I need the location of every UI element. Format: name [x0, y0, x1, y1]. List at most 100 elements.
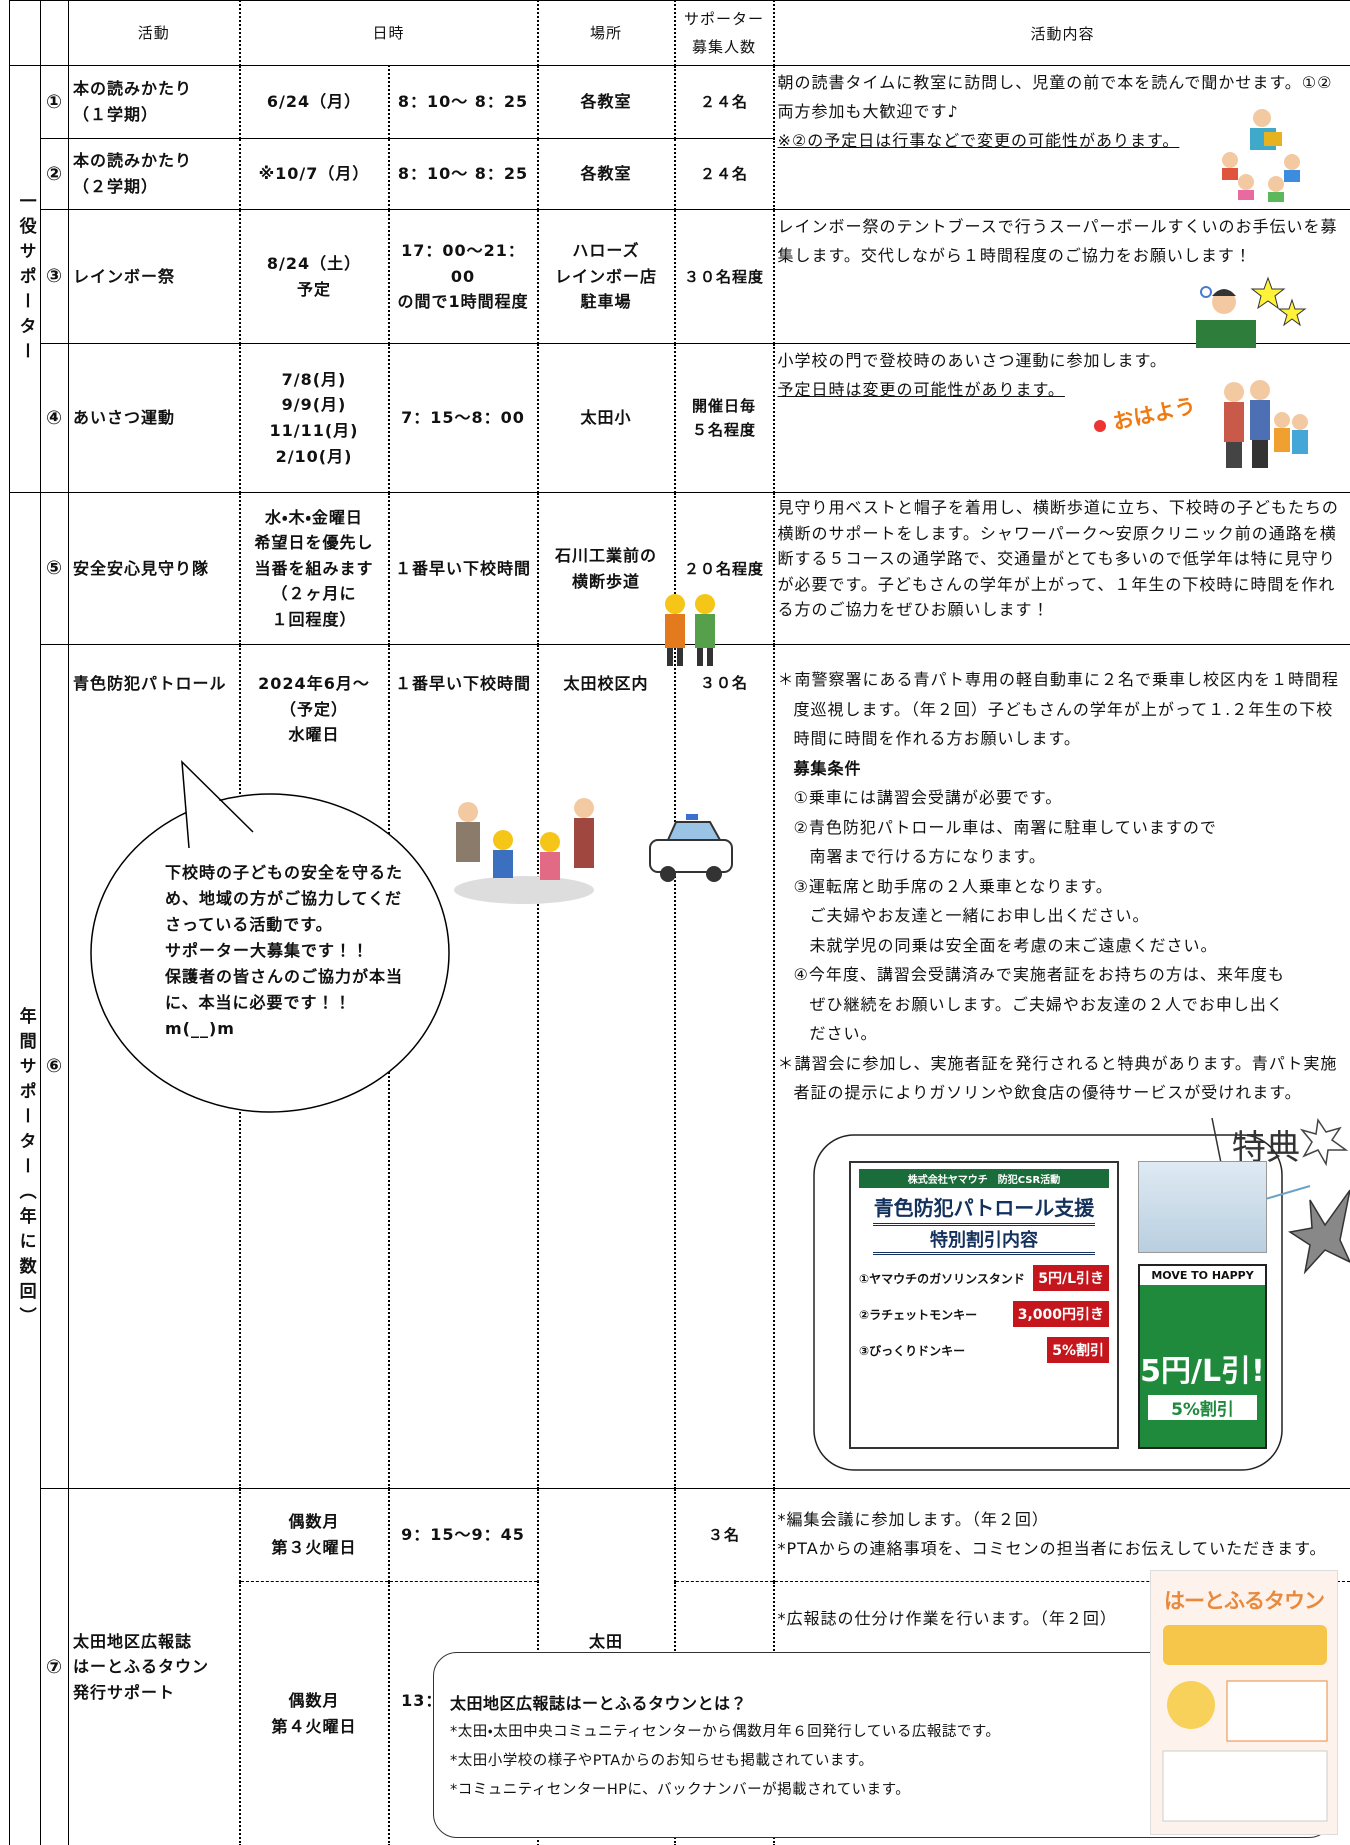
- cell: ①: [40, 65, 69, 139]
- bubble-line: に、本当に必要です！！: [165, 993, 352, 1012]
- cell: 安全安心見守り隊: [68, 492, 240, 645]
- cell: 場所: [536, 0, 675, 66]
- time: 8：10～ 8：25: [397, 92, 529, 112]
- activity-name: （１学期）: [73, 105, 159, 124]
- header-text: 活動内容: [1030, 25, 1095, 43]
- cell: 偶数月 第４火曜日: [238, 1581, 389, 1845]
- date: 偶数月: [288, 1512, 340, 1532]
- time: の間で1時間程度: [397, 292, 529, 312]
- cell: ３０名程度: [673, 209, 774, 344]
- crossing-illustration: [454, 798, 594, 904]
- activity-name: 本の読みかたり: [73, 79, 193, 99]
- header-text: 募集人数: [692, 38, 757, 56]
- date: 2/10(月): [275, 446, 353, 466]
- activity-name: レインボー祭: [73, 266, 176, 286]
- cell: [9, 0, 41, 66]
- cell: 水・木・金曜日 希望日を優先し 当番を組みます （２ヶ月に １回程度）: [238, 492, 389, 645]
- bubble-line: 下校時の子どもの安全を守るた: [165, 863, 404, 882]
- cell: 各教室: [536, 138, 675, 210]
- header-text: 活動: [137, 24, 170, 42]
- bubble-text: 下校時の子どもの安全を守るた め、地域の方がご協力してくだ さっている活動です。 サポ…: [165, 860, 403, 1042]
- cell: ２０名程度: [673, 492, 774, 645]
- count: ３０名: [700, 674, 749, 692]
- cell: ⑤: [40, 492, 69, 645]
- table-row: 活動 日時 場所 サポーター 募集人数 活動内容: [9, 0, 1350, 66]
- cell: 太田小: [536, 343, 675, 493]
- date: 9/9(月): [281, 395, 347, 415]
- time: １番早い下校時間: [395, 558, 532, 578]
- place: ハローズ: [572, 241, 640, 261]
- flyer-item-offer: 5円/L引き: [1033, 1265, 1109, 1291]
- date: （２ヶ月に: [271, 584, 357, 604]
- flyer-item: ①ヤマウチのガソリンスタンド 5円/L引き: [859, 1265, 1109, 1291]
- bubble-line: め、地域の方がご協力してくだ: [165, 889, 403, 908]
- flyer-item: ②ラチェットモンキー 3,000円引き: [859, 1301, 1109, 1327]
- cell: ※10/7（月）: [238, 138, 389, 210]
- activity-name: 安全安心見守り隊: [73, 558, 210, 578]
- cell: 8：10～ 8：25: [387, 138, 538, 210]
- count: ５名程度: [692, 421, 757, 439]
- newsletter-line: *太田・太田中央コミュニティセンターから偶数月年６回発行している広報誌です。: [450, 1724, 1001, 1740]
- place: レインボー店: [555, 266, 658, 286]
- flyer-item-offer: 3,000円引き: [1012, 1301, 1109, 1327]
- time: 8：10～ 8：25: [397, 164, 529, 184]
- row-number: ①: [45, 90, 64, 113]
- table-row: ② 本の読みかたり （２学期） ※10/7（月） 8：10～ 8：25 各教室 ２４名: [10, 138, 1350, 210]
- content-line: *広報誌の仕分け作業を行います。（年２回）: [777, 1609, 1117, 1628]
- row-number: ④: [45, 406, 64, 429]
- poster-offer: 5円/L引!: [1140, 1354, 1265, 1389]
- cell: 石川工業前の 横断歩道: [536, 492, 675, 645]
- place: 駐車場: [580, 292, 632, 312]
- speech-bubble: [90, 760, 450, 1113]
- date: 水・木・金曜日: [265, 507, 363, 527]
- content-line: 小学校の門で登校時のあいさつ運動に参加します。: [777, 351, 1167, 370]
- place: 太田: [589, 1631, 624, 1651]
- place: 太田小: [580, 408, 632, 428]
- date: 7/8(月): [281, 369, 347, 389]
- cell: ３名: [673, 1488, 774, 1582]
- cell: ２４名: [673, 65, 774, 139]
- content-line: ださい。: [809, 1024, 878, 1043]
- count: ３名: [708, 1526, 741, 1544]
- discount-flyer: 株式会社ヤマウチ 防犯CSR活動 青色防犯パトロール支援 特別割引内容 ①ヤマウ…: [849, 1161, 1119, 1449]
- content-line: 南署まで行ける方になります。: [809, 847, 1046, 866]
- count: ２４名: [700, 165, 749, 183]
- flyer-header: 株式会社ヤマウチ 防犯CSR活動: [859, 1169, 1109, 1188]
- group-label: 一役サポーター: [15, 191, 36, 367]
- newsletter-line: *太田小学校の様子やPTAからのお知らせも掲載されています。: [450, 1753, 874, 1769]
- place: 各教室: [580, 92, 632, 112]
- content-line: *編集会議に参加します。（年２回）: [777, 1510, 1049, 1529]
- newsletter-title: 太田地区広報誌はーとふるタウンとは？: [450, 1694, 748, 1713]
- cell: ②: [40, 138, 69, 210]
- cell: １番早い下校時間: [387, 492, 538, 645]
- poster-sub: 5%割引: [1148, 1395, 1257, 1420]
- content-line: 見守り用ベストと帽子を着用し、横断歩道に立ち、下校時の子どもたちの横断のサポート…: [777, 498, 1339, 619]
- cell: 7：15～8：00: [387, 343, 538, 493]
- date: （予定）: [279, 699, 348, 719]
- content-line: ②青色防犯パトロール車は、南署に駐車していますので: [793, 817, 1217, 837]
- discount-poster: MOVE TO HAPPY 5円/L引! 5%割引: [1138, 1264, 1267, 1449]
- date: 2024年6月～: [258, 674, 370, 693]
- photo: [1138, 1161, 1267, 1253]
- cell: 6/24（月）: [238, 65, 389, 139]
- cover-art: [1162, 1625, 1328, 1822]
- date: 8/24（土）: [266, 253, 362, 273]
- content-line: ぜひ継続をお願いします。ご夫婦やお友達の２人でお申し出く: [809, 994, 1284, 1014]
- activity-name: 本の読みかたり: [73, 151, 193, 171]
- table-row: ④ あいさつ運動 7/8(月) 9/9(月) 11/11(月) 2/10(月) 7：15～8…: [10, 343, 1350, 493]
- flyer-item-offer: 5%割引: [1047, 1337, 1109, 1363]
- bubble-line: さっている活動です。: [165, 915, 333, 934]
- cell: *編集会議に参加します。（年２回） *PTAからの連絡事項を、コミセンの担当者にお…: [772, 1488, 1350, 1582]
- date: 当番を組みます: [254, 558, 374, 578]
- content-line: ③運転席と助手席の２人乗車となります。: [793, 876, 1113, 896]
- content-line: ※②の予定日は行事などで変更の可能性があります。: [777, 131, 1180, 150]
- cell: サポーター 募集人数: [673, 0, 774, 66]
- cell: ３０名: [673, 644, 774, 1489]
- flyer-title: 青色防犯パトロール支援: [873, 1196, 1095, 1220]
- count: ３０名程度: [684, 267, 765, 286]
- time: 7：15～8：00: [401, 408, 525, 428]
- place: 石川工業前の: [555, 545, 658, 565]
- table-row: ③ レインボー祭 8/24（土） 予定 17：00～21：00 の間で1時間程度 ハローズレ…: [10, 209, 1350, 344]
- cell: 7/8(月) 9/9(月) 11/11(月) 2/10(月): [238, 343, 389, 493]
- activity-name: はーとふるタウン: [73, 1657, 210, 1677]
